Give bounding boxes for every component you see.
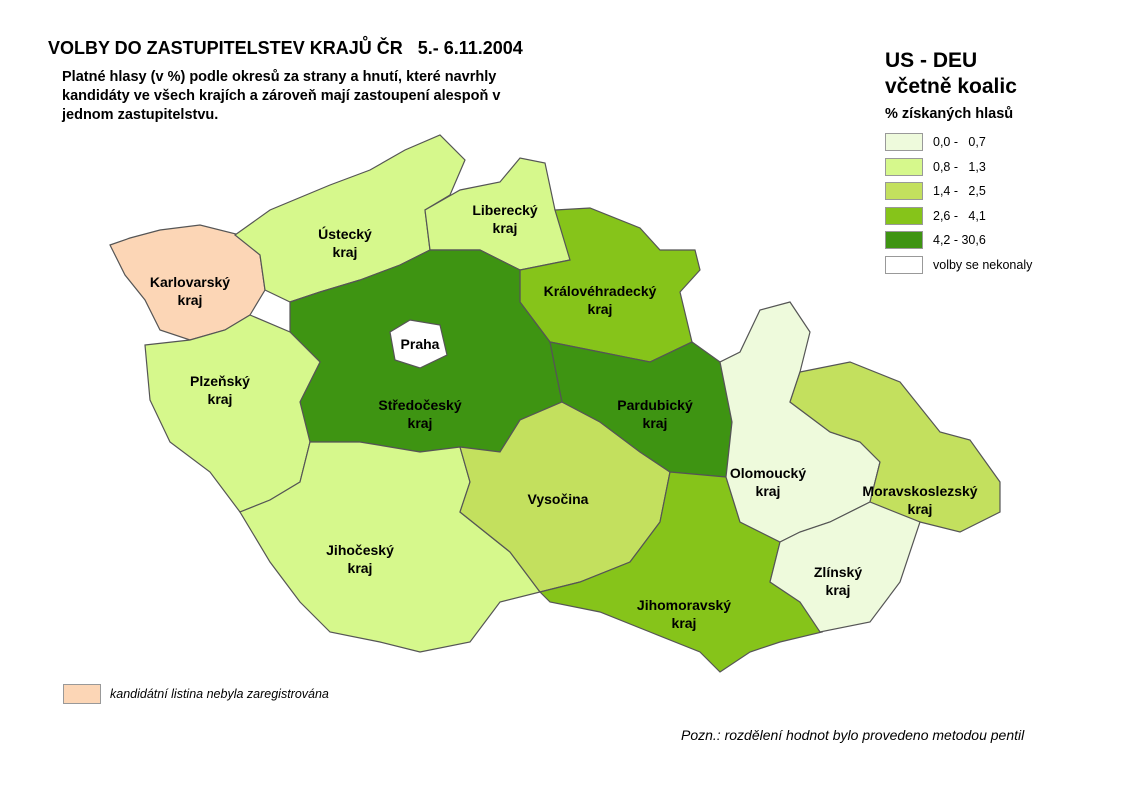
map-subtitle: Platné hlasy (v %) podle okresů za stran… [62, 69, 501, 123]
region-label: kraj [408, 415, 433, 431]
legend-label: 1,4 - 2,5 [933, 184, 986, 199]
region-label: Plzeňský [190, 373, 250, 389]
legend-heading: % získaných hlasů [885, 106, 1014, 122]
region-label: kraj [493, 220, 518, 236]
region-6 [144, 314, 321, 513]
region-label: kraj [672, 615, 697, 631]
region-0 [109, 224, 266, 341]
legend-swatch [885, 206, 923, 225]
legend-item: 0,8 - 1,3 [885, 155, 1032, 180]
region-label: Jihočeský [326, 542, 394, 558]
region-label: Vysočina [528, 491, 589, 507]
legend-party: US - DEU [885, 49, 978, 72]
region-label: Praha [401, 336, 440, 352]
legend-label: 4,2 - 30,6 [933, 233, 986, 248]
region-label: Středočeský [378, 397, 461, 413]
region-label: kraj [178, 292, 203, 308]
legend-label: 2,6 - 4,1 [933, 208, 986, 223]
region-label: Pardubický [617, 397, 693, 413]
legend-item: 0,0 - 0,7 [885, 130, 1032, 155]
region-label: kraj [908, 501, 933, 517]
region-label: Moravskoslezský [862, 483, 977, 499]
region-label: Liberecký [472, 202, 538, 218]
legend-item: 4,2 - 30,6 [885, 228, 1032, 253]
region-label: kraj [588, 301, 613, 317]
method-note: Pozn.: rozdělení hodnot bylo provedeno m… [681, 727, 1025, 743]
region-12 [789, 361, 1001, 533]
region-label: kraj [208, 391, 233, 407]
not-registered-legend: kandidátní listina nebyla zaregistrována [63, 684, 329, 704]
legend-swatch [885, 182, 923, 201]
legend-swatch [885, 133, 923, 152]
not-registered-swatch [63, 684, 101, 704]
region-label: Ústecký [318, 225, 372, 242]
legend-swatch [885, 255, 923, 274]
region-label: Královéhradecký [544, 283, 657, 299]
region-label: Olomoucký [730, 465, 806, 481]
region-label: kraj [333, 244, 358, 260]
map-title: VOLBY DO ZASTUPITELSTEV KRAJŮ ČR 5.- 6.1… [48, 38, 523, 58]
region-label: Karlovarský [150, 274, 230, 290]
legend-item: 1,4 - 2,5 [885, 179, 1032, 204]
region-label: kraj [826, 582, 851, 598]
legend-label: 0,0 - 0,7 [933, 135, 986, 150]
region-5 [389, 319, 448, 369]
legend: US - DEU včetně koalic % získaných hlasů… [885, 48, 1032, 277]
legend-item: 2,6 - 4,1 [885, 204, 1032, 229]
legend-party-sub: včetně koalic [885, 75, 1017, 98]
legend-swatch [885, 231, 923, 250]
region-label: Jihomoravský [637, 597, 731, 613]
region-label: kraj [643, 415, 668, 431]
region-label: kraj [348, 560, 373, 576]
legend-label: volby se nekonaly [933, 257, 1033, 272]
region-label: Zlínský [814, 564, 862, 580]
legend-label: 0,8 - 1,3 [933, 159, 986, 174]
legend-swatch [885, 157, 923, 176]
region-label: kraj [756, 483, 781, 499]
not-registered-label: kandidátní listina nebyla zaregistrována [110, 687, 329, 701]
legend-item: volby se nekonaly [885, 253, 1032, 278]
region-13 [769, 501, 921, 633]
